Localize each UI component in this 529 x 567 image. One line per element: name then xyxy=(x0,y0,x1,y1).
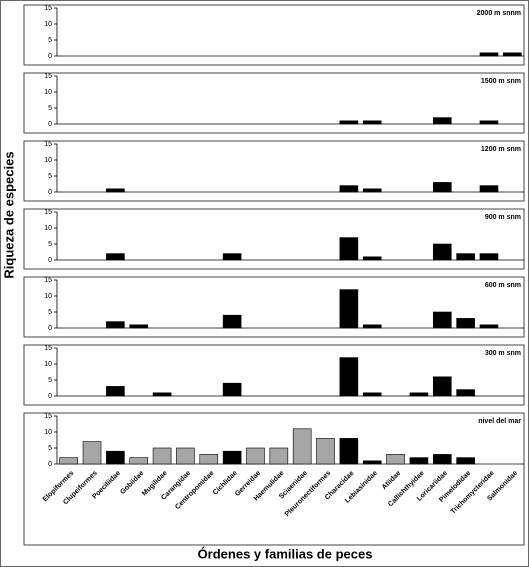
bar xyxy=(362,188,382,193)
bar xyxy=(106,188,125,193)
bar xyxy=(432,311,452,329)
y-tick-label: 0 xyxy=(48,393,52,400)
bar xyxy=(339,357,359,397)
bar xyxy=(292,428,312,465)
bar xyxy=(106,450,125,465)
bar xyxy=(222,253,242,261)
y-tick-label: 0 xyxy=(48,121,52,128)
bar xyxy=(432,243,452,261)
y-tick-label: 15 xyxy=(44,413,52,420)
bar xyxy=(339,120,359,125)
bar xyxy=(479,324,499,329)
bar xyxy=(269,447,289,465)
bar xyxy=(456,318,475,329)
y-tick-label: 10 xyxy=(44,89,52,96)
bar xyxy=(386,454,405,465)
y-tick-label: 15 xyxy=(44,73,52,80)
bar xyxy=(362,120,382,125)
y-tick-label: 10 xyxy=(44,361,52,368)
bar xyxy=(339,438,359,465)
bar xyxy=(82,441,102,465)
bar xyxy=(362,324,382,329)
bar xyxy=(316,438,335,465)
y-tick-label: 10 xyxy=(44,429,52,436)
panel-label: 2000 m snnm xyxy=(477,10,521,17)
bar xyxy=(456,457,475,465)
bar xyxy=(152,392,172,397)
bar xyxy=(222,314,242,329)
bar xyxy=(129,457,149,465)
panel-label: 900 m snm xyxy=(485,214,521,221)
x-axis-title: Órdenes y familias de peces xyxy=(198,546,373,561)
bar xyxy=(362,392,382,397)
bar xyxy=(409,392,429,397)
y-tick-label: 10 xyxy=(44,225,52,232)
y-tick-label: 15 xyxy=(44,5,52,12)
bar xyxy=(432,454,452,465)
y-tick-label: 0 xyxy=(48,189,52,196)
bar xyxy=(339,237,359,261)
panel-label: 300 m snm xyxy=(485,350,521,357)
bar xyxy=(222,450,242,465)
bar xyxy=(129,324,149,329)
panel-label: nivel del mar xyxy=(478,418,521,425)
y-axis-title: Riqueza de especies xyxy=(1,151,16,278)
y-tick-label: 0 xyxy=(48,325,52,332)
panel-frame xyxy=(23,412,525,546)
y-tick-label: 5 xyxy=(48,377,52,384)
bar xyxy=(199,454,219,465)
bar xyxy=(479,52,499,57)
bar xyxy=(106,321,125,329)
panel-label: 1200 m snm xyxy=(481,146,521,153)
bar xyxy=(59,457,78,465)
bar xyxy=(362,256,382,261)
y-tick-label: 0 xyxy=(48,53,52,60)
bar xyxy=(432,117,452,125)
y-tick-label: 15 xyxy=(44,345,52,352)
y-tick-label: 5 xyxy=(48,173,52,180)
bar xyxy=(479,120,499,125)
bar xyxy=(222,382,242,397)
bar xyxy=(409,457,429,465)
bar xyxy=(106,253,125,261)
bar xyxy=(432,376,452,397)
bar xyxy=(362,460,382,465)
bar xyxy=(246,447,265,465)
bar xyxy=(479,253,499,261)
y-tick-label: 10 xyxy=(44,157,52,164)
bar xyxy=(456,253,475,261)
bar xyxy=(339,185,359,193)
bar xyxy=(432,182,452,193)
panel-label: 1500 m snm xyxy=(481,78,521,85)
y-tick-label: 10 xyxy=(44,293,52,300)
y-tick-label: 0 xyxy=(48,257,52,264)
y-tick-label: 15 xyxy=(44,141,52,148)
y-tick-label: 15 xyxy=(44,209,52,216)
y-tick-label: 5 xyxy=(48,105,52,112)
y-tick-label: 5 xyxy=(48,445,52,452)
y-tick-label: 5 xyxy=(48,37,52,44)
y-tick-label: 5 xyxy=(48,241,52,248)
y-tick-label: 0 xyxy=(48,461,52,468)
y-tick-label: 10 xyxy=(44,21,52,28)
bar xyxy=(339,289,359,329)
bar xyxy=(503,52,522,57)
panel-label: 600 m snm xyxy=(485,282,521,289)
bar xyxy=(106,386,125,397)
bar xyxy=(479,185,499,193)
bar xyxy=(152,447,172,465)
y-tick-label: 5 xyxy=(48,309,52,316)
bar xyxy=(176,447,195,465)
y-tick-label: 15 xyxy=(44,277,52,284)
bar xyxy=(456,389,475,397)
panel-frame xyxy=(23,4,525,66)
